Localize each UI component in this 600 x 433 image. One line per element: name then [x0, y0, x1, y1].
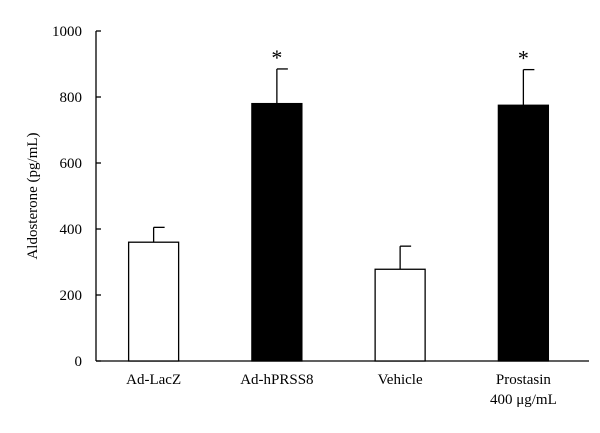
bar	[251, 102, 303, 362]
y-tick-label: 800	[60, 90, 83, 106]
x-category-label: Ad-LacZ	[126, 372, 181, 388]
bar	[374, 268, 426, 362]
x-category-label-line2: 400 μg/mL	[490, 392, 557, 408]
bar	[497, 104, 550, 362]
significance-marker: *	[271, 45, 282, 70]
y-tick-label: 1000	[52, 24, 82, 40]
significance-marker: *	[518, 46, 529, 71]
y-axis: 0 200 400 600 800 1000	[52, 24, 101, 370]
error-bars-group: * *	[152, 45, 535, 270]
bar	[127, 241, 180, 362]
category-labels-group: Ad-LacZ Ad-hPRSS8 Vehicle Prostasin 400 μg/m…	[126, 372, 557, 408]
x-category-label: Vehicle	[378, 372, 423, 388]
bars-group	[127, 102, 550, 362]
x-category-label: Prostasin	[496, 372, 552, 388]
y-tick-label: 0	[75, 354, 83, 370]
y-tick-label: 200	[60, 288, 83, 304]
y-tick-label: 600	[60, 156, 83, 172]
x-category-label: Ad-hPRSS8	[240, 372, 313, 388]
y-axis-label: Aldosterone (pg/mL)	[25, 132, 41, 259]
y-tick-label: 400	[60, 222, 83, 238]
